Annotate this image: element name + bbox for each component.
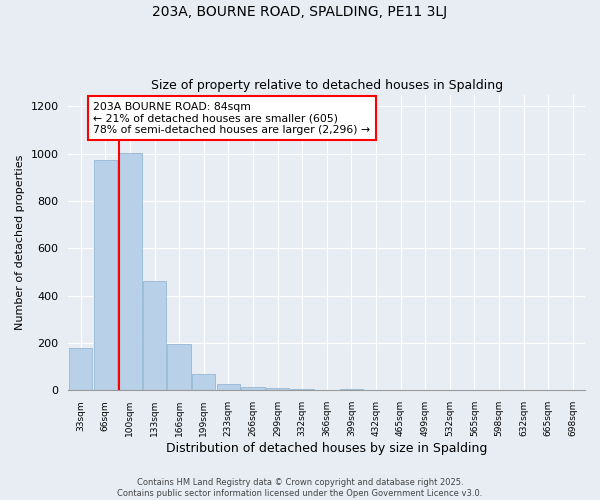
Bar — [167, 344, 191, 391]
Bar — [143, 282, 166, 391]
Bar — [217, 384, 240, 390]
Bar — [241, 387, 265, 390]
Bar — [266, 388, 289, 390]
Title: Size of property relative to detached houses in Spalding: Size of property relative to detached ho… — [151, 79, 503, 92]
X-axis label: Distribution of detached houses by size in Spalding: Distribution of detached houses by size … — [166, 442, 487, 455]
Text: 203A, BOURNE ROAD, SPALDING, PE11 3LJ: 203A, BOURNE ROAD, SPALDING, PE11 3LJ — [152, 5, 448, 19]
Bar — [290, 389, 314, 390]
Bar — [340, 389, 363, 390]
Text: Contains HM Land Registry data © Crown copyright and database right 2025.
Contai: Contains HM Land Registry data © Crown c… — [118, 478, 482, 498]
Text: 203A BOURNE ROAD: 84sqm
← 21% of detached houses are smaller (605)
78% of semi-d: 203A BOURNE ROAD: 84sqm ← 21% of detache… — [93, 102, 370, 135]
Y-axis label: Number of detached properties: Number of detached properties — [15, 155, 25, 330]
Bar — [69, 348, 92, 391]
Bar — [192, 374, 215, 390]
Bar — [118, 152, 142, 390]
Bar — [94, 160, 117, 390]
